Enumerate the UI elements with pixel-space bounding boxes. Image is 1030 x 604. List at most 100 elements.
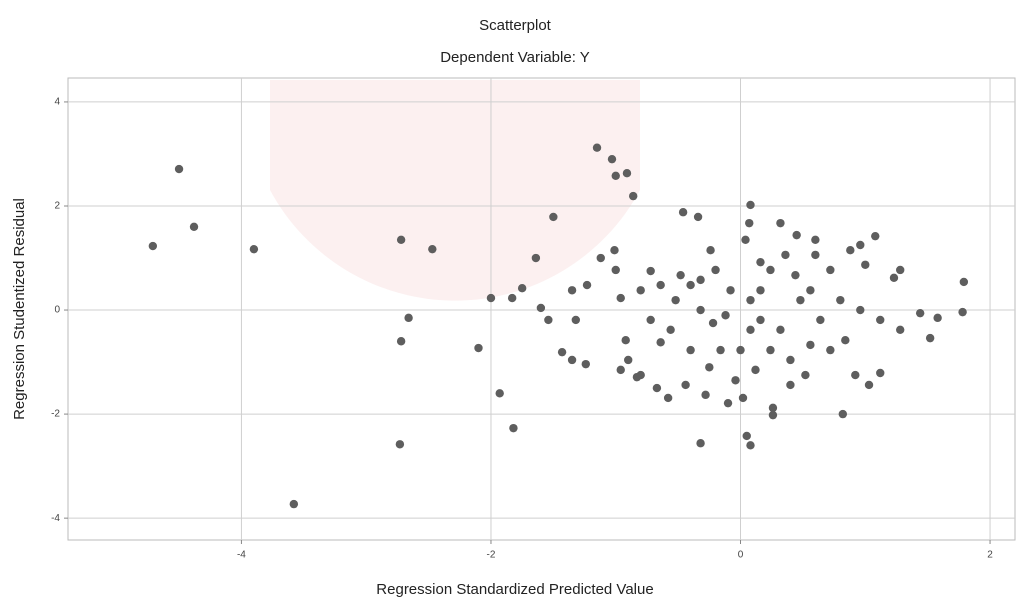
point [841,336,849,344]
point [671,296,679,304]
point [745,219,753,227]
point [716,346,724,354]
point [751,366,759,374]
y-tick-label: -4 [51,513,60,524]
point [664,394,672,402]
point [766,346,774,354]
point [593,144,601,152]
point [190,223,198,231]
y-tick-label: -2 [51,409,60,420]
point [597,254,605,262]
point [622,336,630,344]
point [896,266,904,274]
point [537,304,545,312]
point [572,316,580,324]
point [896,326,904,334]
point [746,296,754,304]
point [487,294,495,302]
point [583,281,591,289]
point [756,316,764,324]
point [756,258,764,266]
chart-subtitle: Dependent Variable: Y [440,49,590,66]
point [549,213,557,221]
point [705,363,713,371]
point [816,316,824,324]
point [532,254,540,262]
point [428,245,436,253]
point [496,389,504,397]
y-tick-label: 4 [54,97,60,108]
point [646,267,654,275]
point [933,314,941,322]
point [721,311,729,319]
point [731,376,739,384]
point [629,192,637,200]
point [397,236,405,244]
point [656,338,664,346]
point [518,284,526,292]
point [865,381,873,389]
point [746,441,754,449]
point [653,384,661,392]
x-tick-label: -4 [237,550,246,561]
point [711,266,719,274]
point [769,404,777,412]
point [746,326,754,334]
point [739,394,747,402]
point [846,246,854,254]
point [509,424,517,432]
point [736,346,744,354]
point [612,172,620,180]
point [960,278,968,286]
point [876,369,884,377]
point [769,411,777,419]
point [890,274,898,282]
point [776,219,784,227]
point [786,381,794,389]
point [624,356,632,364]
point [681,381,689,389]
chart-title: Scatterplot [479,17,552,34]
point [696,439,704,447]
point [676,271,684,279]
point [741,236,749,244]
point [701,391,709,399]
point [694,213,702,221]
point [617,366,625,374]
point [743,432,751,440]
chart: Scatterplot Dependent Variable: Y Regres… [0,0,1030,604]
point [558,348,566,356]
point [397,337,405,345]
y-tick-label: 2 [54,201,60,212]
point [608,155,616,163]
point [149,242,157,250]
point [474,344,482,352]
point [856,306,864,314]
y-tick-label: 0 [54,305,60,316]
point [776,326,784,334]
point [686,281,694,289]
point [686,346,694,354]
point [792,231,800,239]
point [250,245,258,253]
point [696,276,704,284]
x-tick-label: 2 [987,550,993,561]
point [646,316,654,324]
point [623,169,631,177]
point [612,266,620,274]
point [610,246,618,254]
point [926,334,934,342]
point [696,306,704,314]
x-axis-label: Regression Standardized Predicted Value [376,581,653,598]
point [404,314,412,322]
point [290,500,298,508]
point [839,410,847,418]
point [582,360,590,368]
point [806,341,814,349]
point [726,286,734,294]
y-axis-label: Regression Studentized Residual [11,198,28,420]
point [706,246,714,254]
point [806,286,814,294]
point [851,371,859,379]
point [709,319,717,327]
